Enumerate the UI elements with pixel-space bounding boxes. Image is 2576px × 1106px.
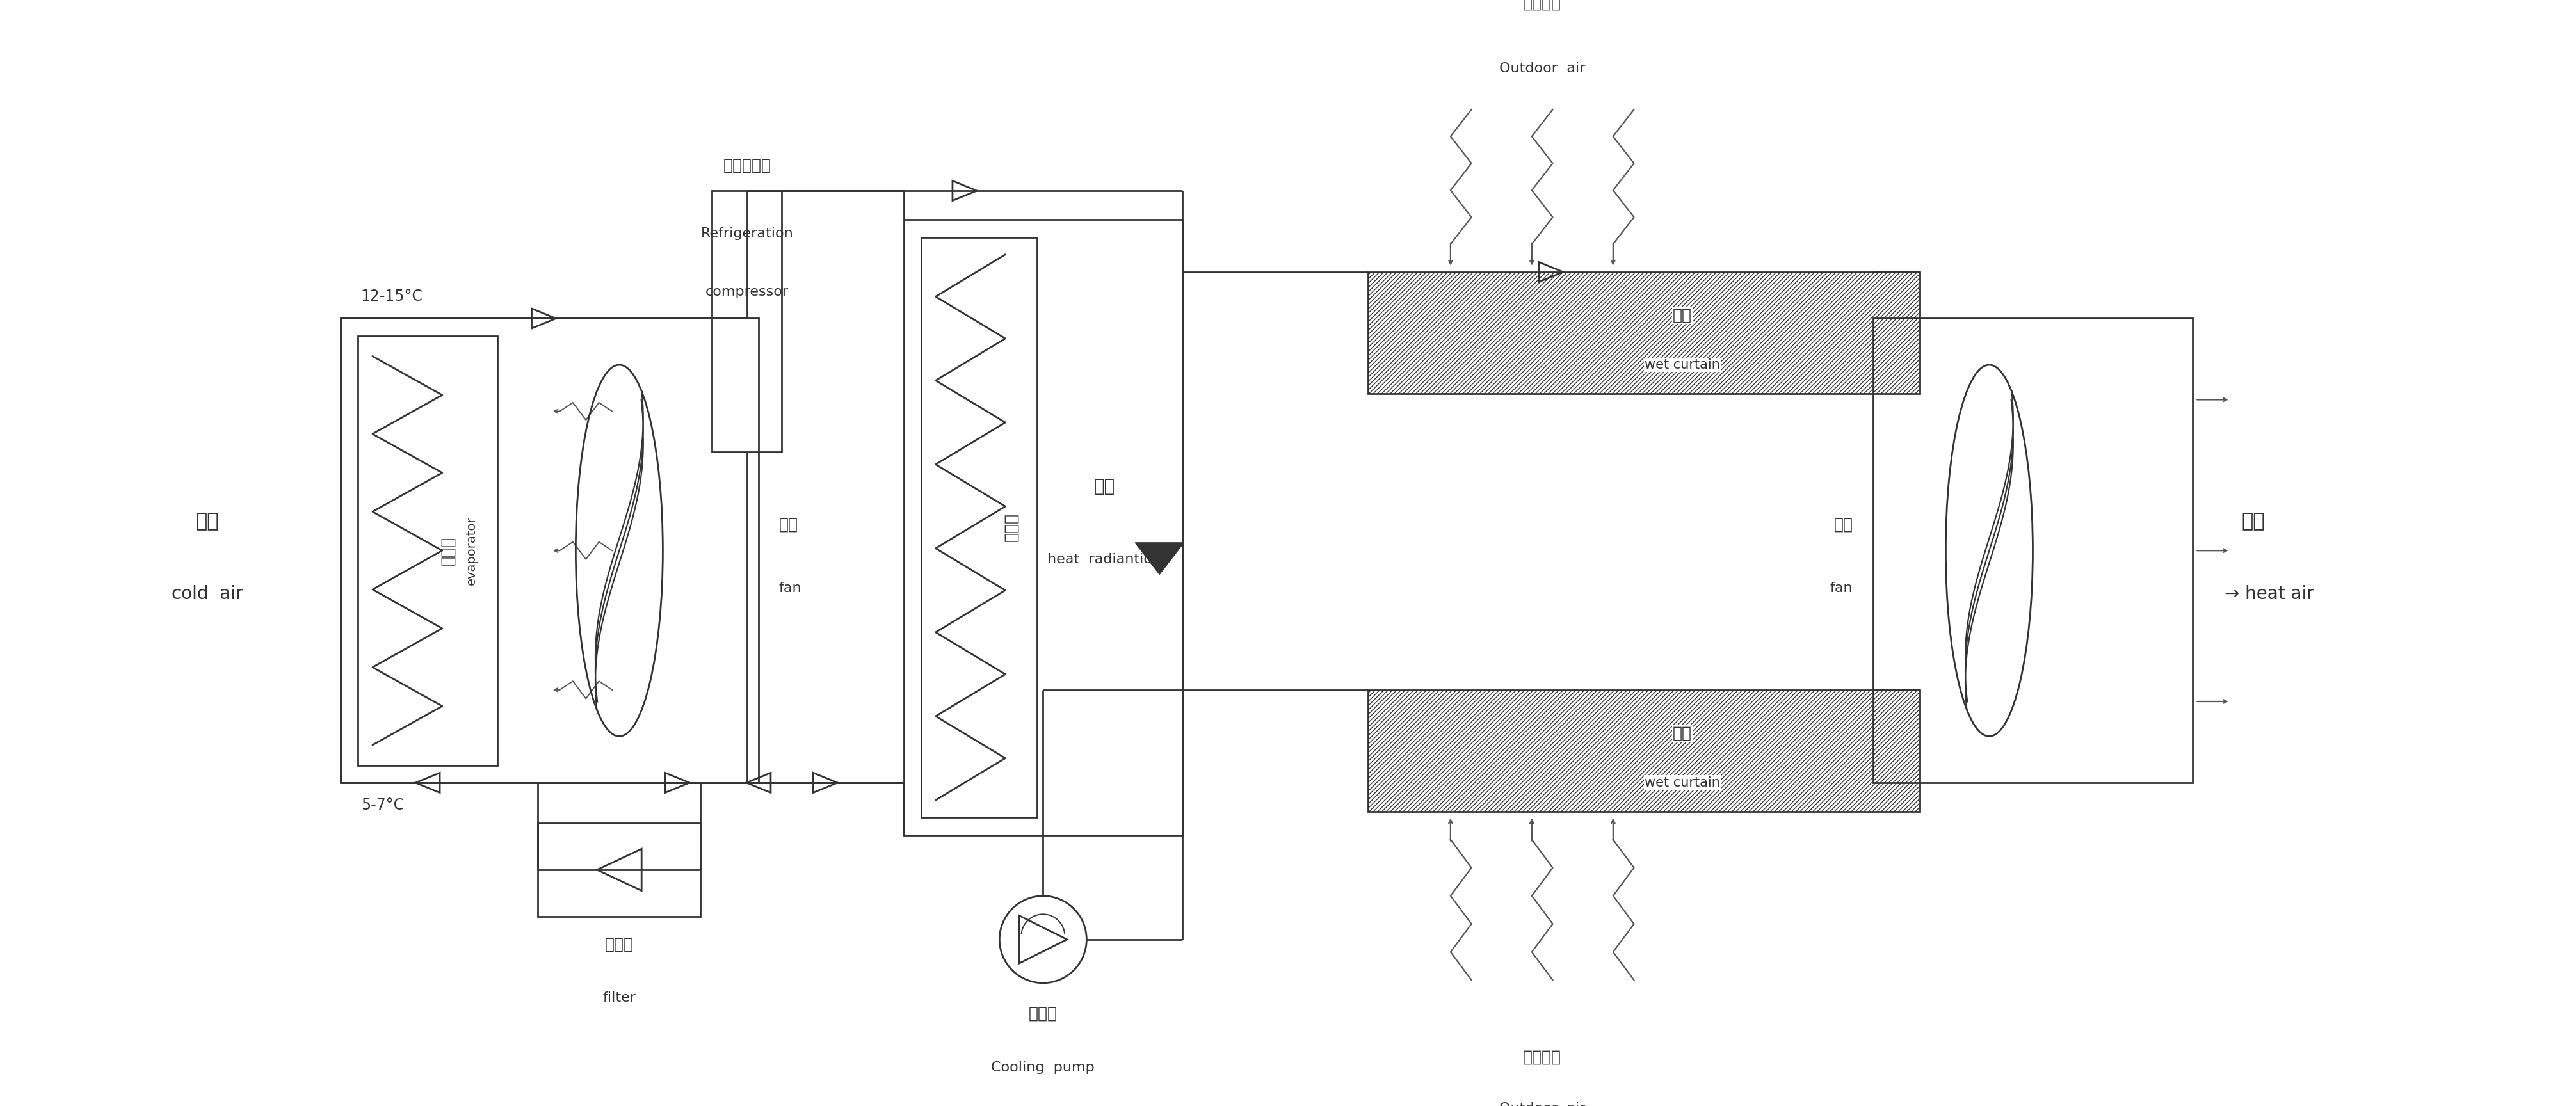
Bar — [358, 336, 497, 765]
Text: fan: fan — [778, 582, 801, 595]
Bar — [711, 190, 781, 452]
Text: 过滤器: 过滤器 — [605, 937, 634, 952]
Text: fan: fan — [1829, 582, 1852, 595]
Text: heat  radiantion: heat radiantion — [1048, 553, 1162, 565]
Bar — [922, 237, 1038, 817]
Text: 冷气: 冷气 — [196, 512, 219, 531]
Text: wet curtain: wet curtain — [1643, 358, 1721, 372]
Text: wet curtain: wet curtain — [1643, 776, 1721, 790]
Bar — [1368, 272, 1919, 394]
Text: 制冷压缩机: 制冷压缩机 — [724, 158, 770, 174]
Text: 湿帘: 湿帘 — [1672, 307, 1692, 323]
Text: 12-15°C: 12-15°C — [361, 289, 422, 304]
Text: cold  air: cold air — [173, 585, 242, 603]
Text: Outdoor  air: Outdoor air — [1499, 1102, 1584, 1106]
Text: 室外空气: 室外空气 — [1522, 1050, 1561, 1065]
Bar — [1368, 690, 1919, 812]
Text: Refrigeration: Refrigeration — [701, 227, 793, 240]
Bar — [1873, 319, 2192, 783]
Bar — [904, 220, 1182, 835]
Text: 湿帘: 湿帘 — [1672, 726, 1692, 741]
Text: 冷却泵: 冷却泵 — [1028, 1006, 1056, 1022]
Text: Outdoor  air: Outdoor air — [1499, 62, 1584, 74]
Text: 热气: 热气 — [2241, 512, 2264, 531]
Text: 散热器: 散热器 — [1005, 513, 1018, 542]
Text: compressor: compressor — [706, 285, 788, 299]
Text: evaporator: evaporator — [466, 517, 477, 585]
Text: 室外空气: 室外空气 — [1522, 0, 1561, 11]
Text: filter: filter — [603, 992, 636, 1004]
Text: 散热: 散热 — [1095, 478, 1115, 495]
Bar — [340, 319, 757, 783]
Polygon shape — [1136, 543, 1185, 574]
Text: 风机: 风机 — [778, 517, 799, 532]
Bar — [538, 823, 701, 916]
Text: 蒸发器: 蒸发器 — [440, 536, 456, 565]
Text: Cooling  pump: Cooling pump — [992, 1062, 1095, 1074]
Text: 5-7°C: 5-7°C — [361, 797, 404, 813]
Text: → heat air: → heat air — [2223, 585, 2313, 603]
Text: 风机: 风机 — [1834, 517, 1852, 532]
